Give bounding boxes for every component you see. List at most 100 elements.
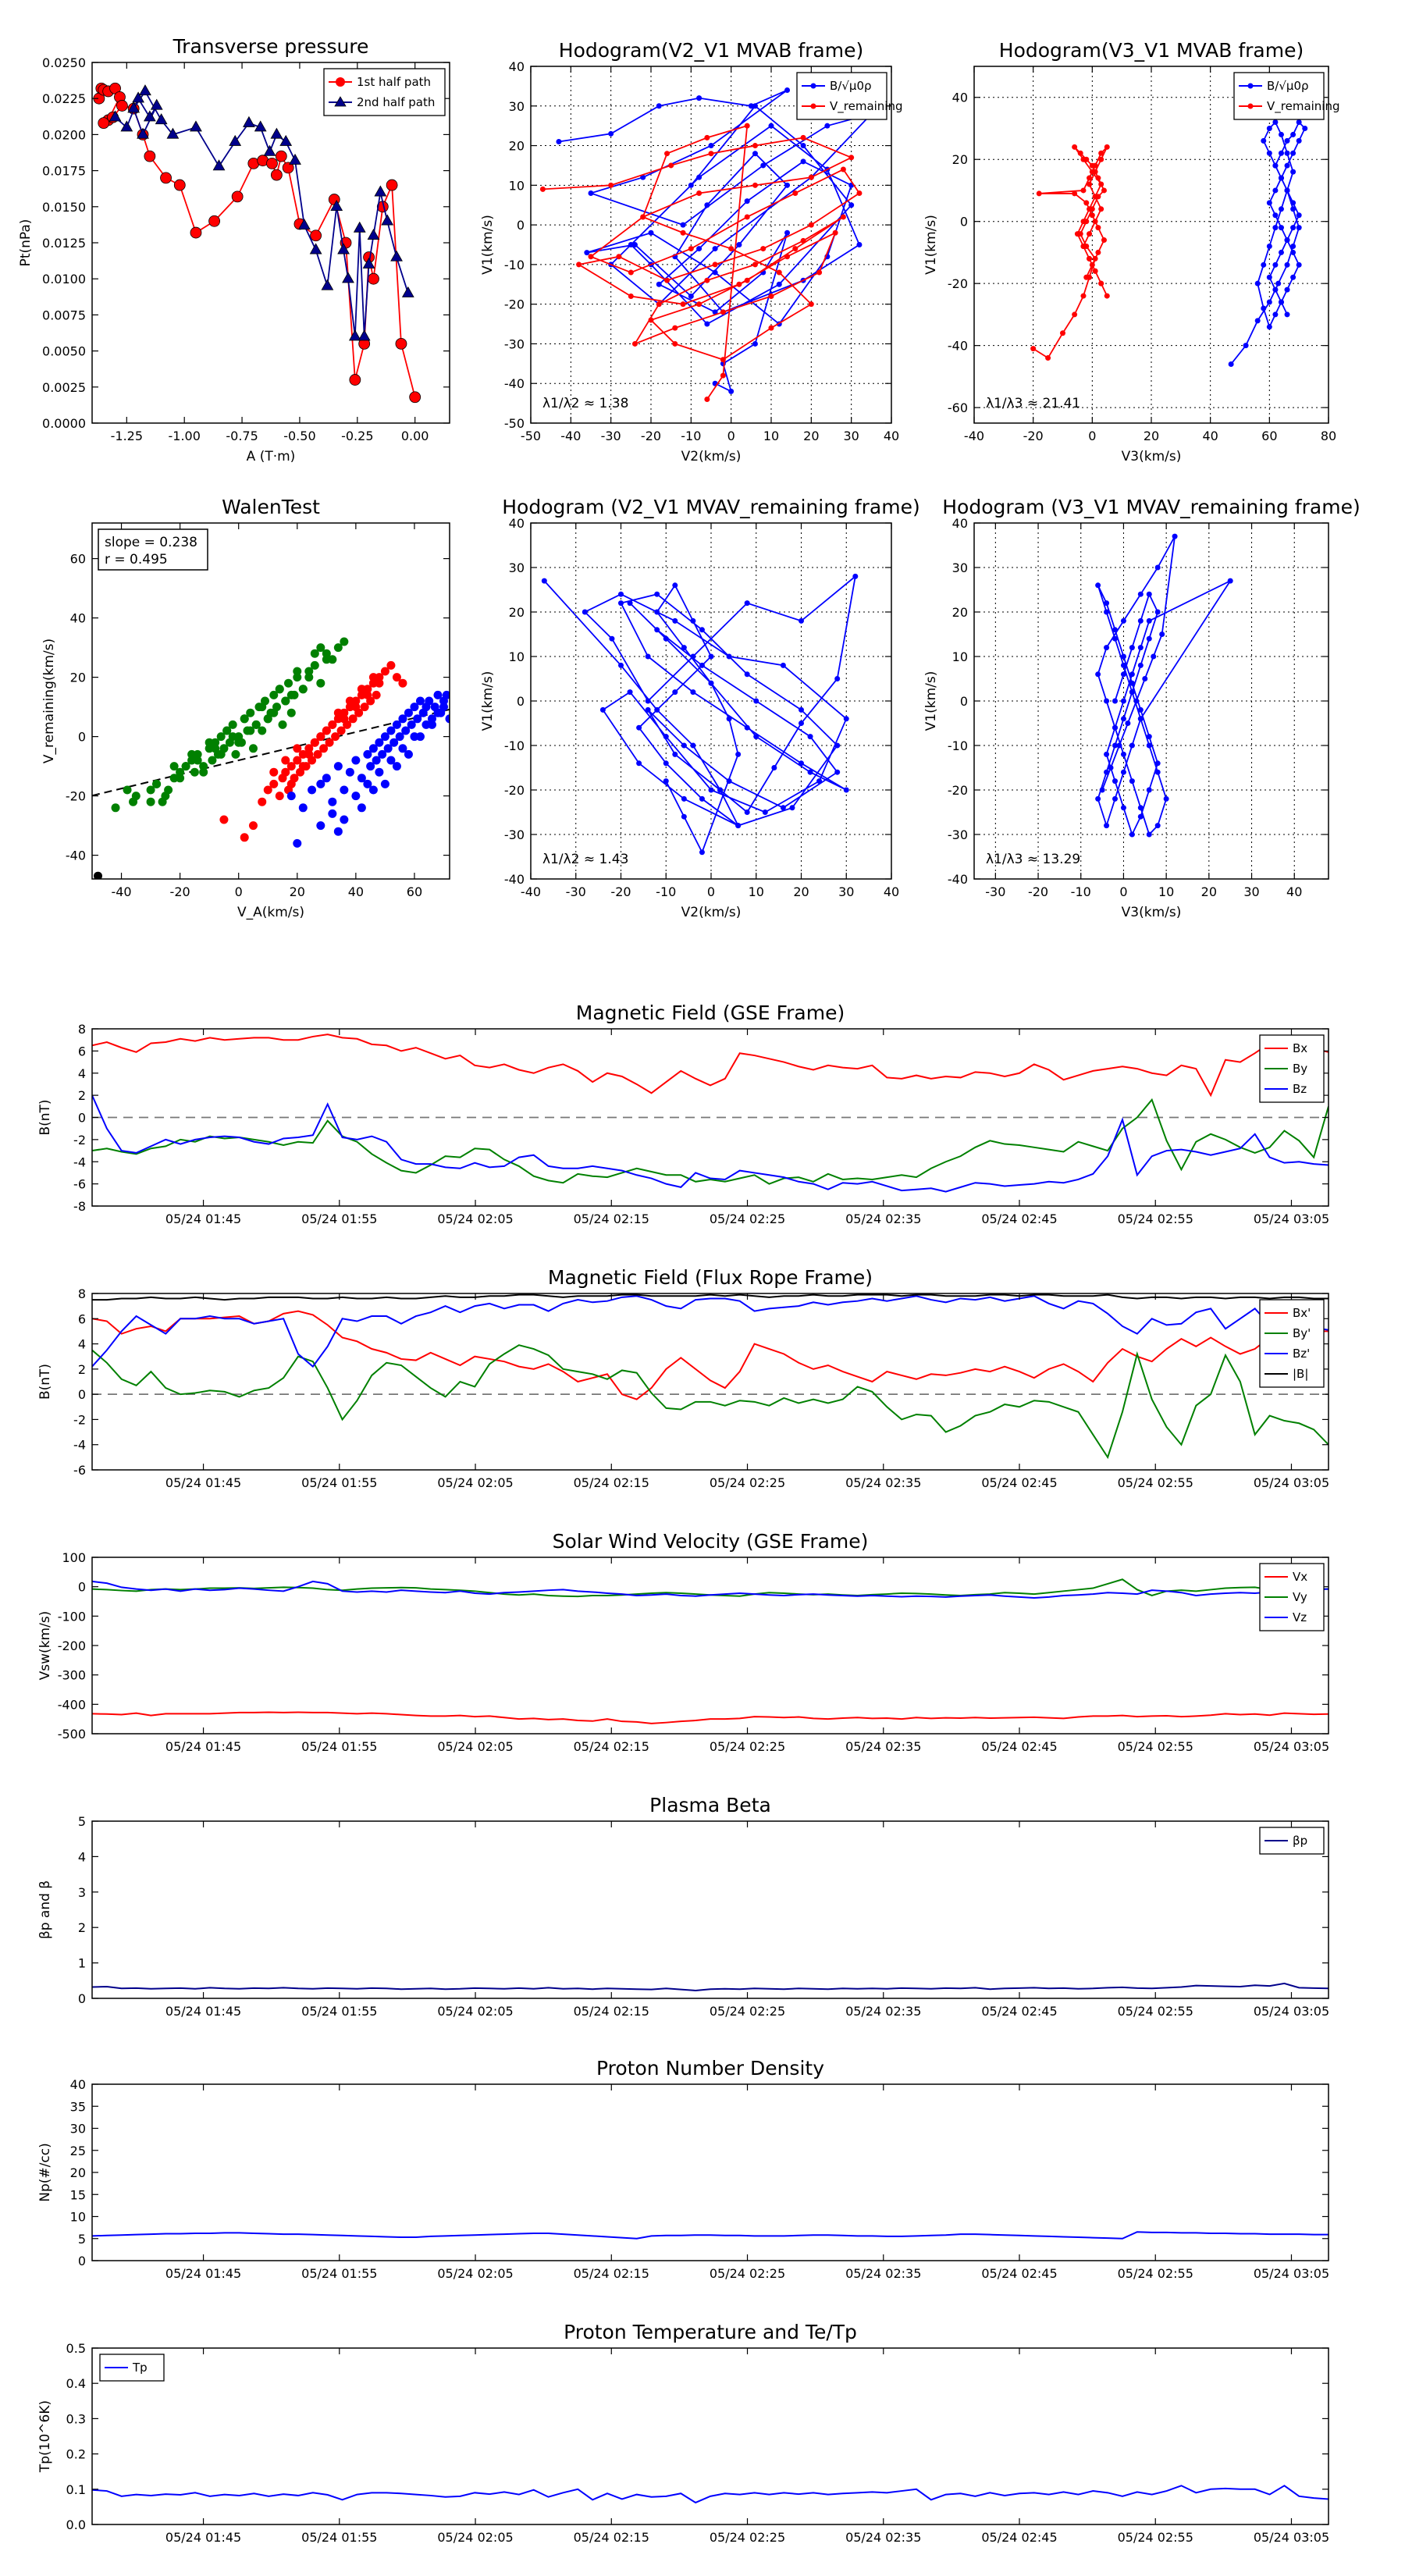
- data-point: [427, 714, 436, 724]
- plot-area: [92, 637, 450, 879]
- y-tick-label: 0.0: [66, 2517, 86, 2532]
- data-point: [663, 635, 669, 642]
- data-point: [1095, 795, 1101, 802]
- data-point: [664, 277, 670, 283]
- data-point: [322, 774, 331, 783]
- x-tick-label: 0: [1119, 884, 1127, 899]
- data-point: [708, 151, 714, 157]
- data-point: [357, 774, 366, 783]
- data-point: [427, 720, 436, 729]
- data-point: [181, 762, 190, 771]
- annotation-box: [98, 528, 208, 571]
- data-point: [1092, 268, 1098, 274]
- data-point: [269, 690, 279, 699]
- data-point: [690, 742, 696, 749]
- data-point: [780, 662, 786, 668]
- x-tick-label: 05/24 02:35: [845, 2004, 921, 2019]
- data-point: [316, 779, 325, 788]
- data-point: [1092, 162, 1098, 169]
- x-tick-label: 05/24 02:45: [981, 2004, 1057, 2019]
- data-point: [1080, 187, 1087, 194]
- data-point: [776, 269, 782, 276]
- data-point: [1261, 137, 1267, 144]
- data-point: [433, 690, 443, 699]
- data-point: [768, 325, 774, 331]
- data-point: [1104, 751, 1110, 757]
- data-point: [1154, 823, 1161, 829]
- data-point: [792, 190, 799, 196]
- data-point: [1146, 617, 1152, 624]
- y-tick-label: 40: [952, 516, 968, 531]
- y-tick-label: 20: [70, 2165, 86, 2180]
- data-point: [1266, 150, 1272, 156]
- data-point: [856, 242, 863, 247]
- data-point: [231, 749, 240, 759]
- x-tick-label: 05/24 02:55: [1118, 1739, 1193, 1754]
- data-point: [576, 262, 582, 268]
- x-tick-label: 20: [803, 429, 819, 443]
- data-point: [1296, 225, 1302, 231]
- data-point: [316, 732, 325, 742]
- data-point: [1284, 187, 1290, 194]
- y-tick-label: -50: [504, 416, 525, 431]
- data-point: [310, 738, 319, 747]
- legend: B/√μ0ρ V_remaining: [1233, 72, 1340, 120]
- y-tick-label: 8: [78, 1022, 86, 1037]
- data-point: [357, 685, 366, 694]
- data-point: [199, 762, 208, 771]
- x-tick-label: 05/24 02:05: [437, 2266, 513, 2281]
- data-point: [672, 582, 678, 589]
- data-point: [190, 226, 202, 239]
- legend-frame: [1233, 72, 1325, 120]
- data-point: [1104, 600, 1110, 607]
- data-point: [1137, 617, 1144, 624]
- data-point: [173, 179, 186, 191]
- data-point: [308, 785, 317, 795]
- x-tick-label: -10: [656, 884, 676, 899]
- data-point: [1112, 724, 1119, 731]
- y-tick-label: -6: [73, 1177, 86, 1192]
- data-point: [275, 792, 284, 801]
- y-tick-label: 0.4: [66, 2376, 86, 2391]
- data-point: [1087, 181, 1093, 187]
- data-point: [808, 174, 814, 180]
- data-point: [351, 792, 361, 801]
- data-point: [628, 242, 634, 247]
- data-point: [760, 246, 767, 252]
- data-point: [372, 756, 381, 765]
- legend-marker: [810, 83, 816, 89]
- data-point: [627, 689, 633, 696]
- x-tick-label: -20: [641, 429, 661, 443]
- data-point: [1290, 243, 1297, 249]
- chart-title: Magnetic Field (Flux Rope Frame): [548, 1266, 873, 1289]
- x-tick-label: 05/24 02:25: [710, 2530, 785, 2545]
- data-point: [219, 815, 229, 824]
- fit-line: [92, 708, 450, 797]
- data-point: [1137, 645, 1144, 651]
- series-line-1: [542, 124, 861, 400]
- data-point: [1243, 343, 1249, 349]
- data-point: [1129, 742, 1135, 749]
- series-line-0: [92, 1310, 1329, 1400]
- x-tick-label: 05/24 03:05: [1254, 2266, 1329, 2281]
- data-point: [158, 797, 167, 806]
- x-tick-label: -20: [610, 884, 631, 899]
- data-point: [712, 269, 718, 276]
- data-point: [672, 751, 678, 757]
- y-tick-label: 0.0025: [42, 380, 86, 395]
- data-point: [127, 101, 140, 113]
- data-point: [631, 242, 638, 247]
- data-point: [688, 294, 694, 300]
- y-tick-label: 30: [952, 560, 968, 575]
- legend-marker: [810, 103, 816, 109]
- data-point: [208, 215, 221, 227]
- chart-title: Hodogram(V2_V1 MVAB frame): [559, 39, 863, 62]
- x-tick-label: 05/24 01:45: [165, 1739, 241, 1754]
- data-point: [146, 797, 155, 806]
- x-tick-label: 10: [1158, 884, 1174, 899]
- data-point: [726, 778, 732, 785]
- x-tick-label: 20: [1144, 429, 1159, 443]
- data-point: [234, 738, 244, 747]
- data-point: [1278, 175, 1284, 181]
- axes-frame: [91, 1557, 1329, 1735]
